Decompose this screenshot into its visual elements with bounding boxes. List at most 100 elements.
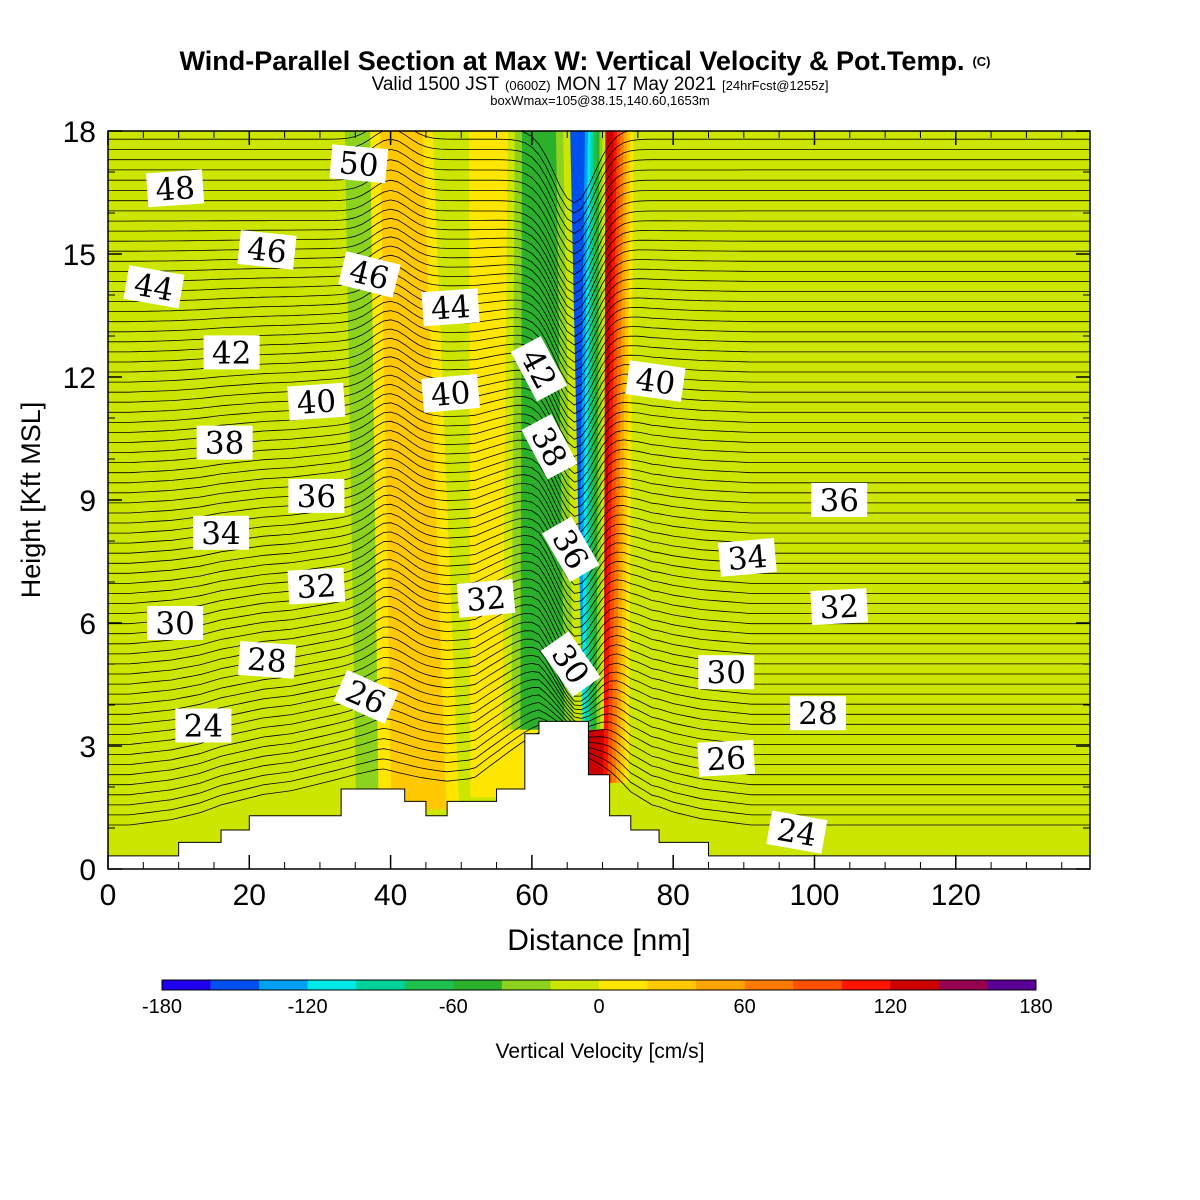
- isentrope-label: 24: [766, 810, 828, 854]
- isentrope-label-box: [697, 739, 756, 777]
- isentrope-label-box: [287, 382, 346, 421]
- isentrope-label: 32: [810, 588, 869, 627]
- isentrope-label-text: 34: [201, 516, 240, 552]
- y-tick-label: 6: [79, 608, 96, 641]
- isentrope-label-text: 24: [184, 709, 223, 745]
- isentrope-line: [108, 263, 1090, 355]
- isentrope-line: [108, 420, 1090, 500]
- isentrope-label-text: 32: [296, 568, 337, 606]
- x-tick-label: 20: [233, 879, 266, 912]
- isentrope-line: [108, 254, 1090, 346]
- isentrope-label-text: 30: [706, 655, 745, 691]
- colorbar-swatch: [744, 980, 794, 990]
- isentrope-line: [108, 148, 1090, 245]
- isentrope-line: [108, 282, 1090, 372]
- isentrope-line: [108, 513, 1090, 586]
- isentrope-label-box: [811, 483, 868, 517]
- isentrope-label-box: [521, 413, 578, 480]
- colorbar-swatch: [162, 980, 211, 990]
- isentrope-line: [108, 169, 1090, 265]
- y-tick-label: 3: [79, 731, 96, 764]
- colorbar-swatch: [259, 980, 308, 990]
- isentrope-line: [108, 273, 1090, 363]
- isentrope-line: [108, 310, 1090, 397]
- isentrope-label: 28: [237, 640, 297, 681]
- isentrope-label-box: [237, 230, 297, 270]
- y-tick-label: 18: [63, 116, 96, 149]
- isentrope-label-text: 46: [245, 231, 288, 271]
- isentrope-line: [108, 291, 1090, 380]
- isentrope-label: 40: [287, 382, 346, 422]
- colorbar-tick-label: -180: [142, 996, 182, 1018]
- isentrope-line: [108, 245, 1090, 337]
- colorbar-label: Vertical Velocity [cm/s]: [496, 1040, 705, 1063]
- isentrope-label-box: [237, 640, 297, 679]
- colorbar-tick-label: -60: [439, 996, 468, 1018]
- isentrope-line: [108, 383, 1090, 466]
- isentrope-label-box: [456, 579, 516, 618]
- isentrope-line: [108, 356, 1090, 440]
- x-axis-label: Distance [nm]: [507, 924, 690, 957]
- isentrope-line: [108, 732, 1090, 826]
- isentrope-label-box: [766, 810, 828, 854]
- isentrope-line: [108, 646, 1090, 715]
- isentrope-line: [108, 448, 1090, 526]
- isentrope-line: [108, 724, 1090, 816]
- isentrope-label: 30: [698, 655, 755, 691]
- colorbar-tick-label: -120: [288, 996, 328, 1018]
- isentrope-label-box: [203, 335, 260, 370]
- subtitle-utc: (0600Z): [505, 78, 551, 93]
- isentrope-line: [108, 694, 1090, 776]
- isentrope-line: [108, 319, 1090, 406]
- colorbar-swatch: [501, 980, 551, 990]
- isentrope-label: 40: [625, 360, 686, 403]
- y-tick-label: 0: [79, 854, 96, 887]
- colorbar-swatch: [938, 980, 988, 990]
- copyright-mark: (C): [972, 54, 990, 69]
- isentrope-line: [108, 701, 1090, 786]
- isentrope-label: 40: [421, 374, 480, 414]
- colorbar-swatch: [987, 980, 1037, 990]
- isentrope-label-box: [790, 696, 846, 731]
- isentrope-label-box: [510, 336, 568, 402]
- chart-subtitle: Valid 1500 JST (0600Z) MON 17 May 2021 [24h…: [372, 74, 829, 95]
- isentrope-label: 36: [288, 478, 345, 515]
- isentrope-label-text: 36: [297, 479, 336, 515]
- subtitle-forecast: [24hrFcst@1255z]: [722, 78, 828, 93]
- isentrope-line: [108, 466, 1090, 543]
- isentrope-line: [108, 522, 1090, 594]
- isentrope-label-text: 30: [155, 606, 194, 642]
- isentrope-line: [108, 208, 1090, 303]
- isentrope-label-text: 44: [131, 267, 176, 309]
- isentrope-line: [108, 540, 1090, 611]
- isentrope-label-box: [287, 567, 346, 605]
- isentrope-label: 26: [333, 669, 399, 724]
- isentrope-label-box: [288, 478, 345, 513]
- isentrope-line: [108, 494, 1090, 569]
- isentrope-line: [108, 717, 1090, 806]
- x-tick-label: 40: [374, 879, 407, 912]
- colorbar-swatch: [307, 980, 357, 990]
- subtitle-date: MON 17 May 2021: [557, 74, 716, 95]
- isentrope-line: [108, 476, 1090, 552]
- isentrope-label-text: 32: [465, 580, 507, 619]
- isentrope-line: [108, 595, 1090, 663]
- isentrope-label-box: [145, 169, 205, 208]
- colorbar-swatch: [793, 980, 843, 990]
- isentrope-line: [108, 671, 1090, 745]
- isentrope-label-text: 28: [246, 642, 288, 681]
- isentrope-label-box: [718, 538, 777, 577]
- isentrope-label: 28: [790, 696, 846, 732]
- isentrope-line: [108, 189, 1090, 286]
- isentrope-line: [108, 686, 1090, 765]
- colorbar-tick-label: 180: [1019, 996, 1052, 1018]
- x-tick-label: 120: [931, 879, 981, 912]
- isentrope-label: 46: [237, 230, 297, 271]
- isentrope-label-text: 48: [154, 170, 196, 209]
- colorbar-swatch: [453, 980, 503, 990]
- isentrope-label-text: 42: [212, 335, 251, 371]
- isentrope-line: [108, 337, 1090, 423]
- isentrope-label-text: 40: [296, 383, 338, 422]
- x-axis-ticks: 0 20 40 60 80 100 120: [100, 131, 1063, 912]
